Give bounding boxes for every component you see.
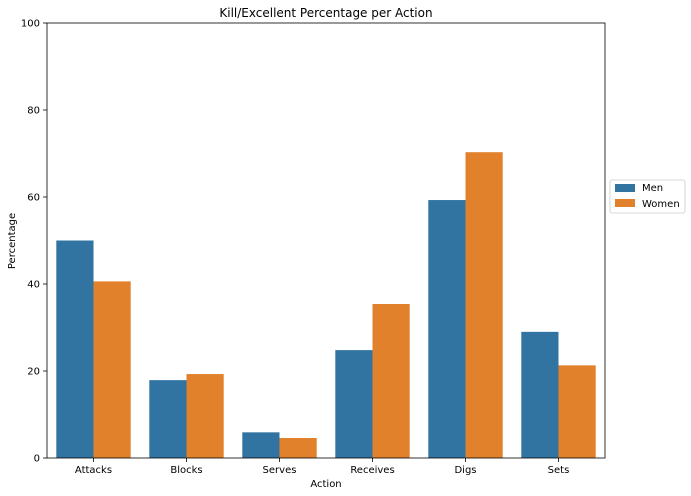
x-tick-label-attacks: Attacks — [75, 465, 112, 476]
y-axis-label: Percentage — [7, 213, 18, 269]
x-tick-label-serves: Serves — [263, 465, 297, 476]
y-axis-ticks: 0 20 40 60 80 100 — [21, 19, 47, 465]
bar-women-serves — [279, 437, 317, 458]
y-tick-label: 80 — [27, 106, 40, 117]
bar-men-digs — [428, 200, 466, 459]
y-tick-label: 40 — [27, 280, 40, 291]
bar-women-receives — [372, 304, 410, 458]
plot-frame — [46, 22, 606, 459]
x-tick-label-receives: Receives — [350, 465, 394, 476]
bar-men-attacks — [56, 240, 94, 458]
y-tick-label: 20 — [27, 367, 40, 378]
x-axis-label: Action — [310, 479, 341, 490]
bar-men-blocks — [149, 380, 187, 458]
bar-women-blocks — [186, 374, 224, 458]
x-tick-label-digs: Digs — [454, 465, 476, 476]
legend-label-women: Women — [642, 199, 680, 210]
chart-title: Kill/Excellent Percentage per Action — [219, 6, 432, 20]
y-tick-label: 0 — [34, 454, 40, 465]
bar-men-serves — [242, 432, 280, 458]
legend-swatch-women — [615, 199, 635, 207]
bar-women-attacks — [93, 281, 131, 458]
bar-women-digs — [465, 152, 503, 458]
x-tick-label-blocks: Blocks — [170, 465, 202, 476]
x-axis-ticks: Attacks Blocks Serves Receives Digs Sets — [75, 458, 569, 476]
bars-group — [56, 152, 596, 459]
bar-men-sets — [521, 331, 559, 458]
bar-women-sets — [558, 365, 596, 458]
legend: Men Women — [609, 179, 686, 214]
x-tick-label-sets: Sets — [548, 465, 570, 476]
legend-label-men: Men — [642, 183, 663, 194]
legend-swatch-men — [615, 184, 635, 192]
y-tick-label: 60 — [27, 193, 40, 204]
bar-men-receives — [335, 350, 373, 458]
y-tick-label: 100 — [21, 19, 40, 30]
